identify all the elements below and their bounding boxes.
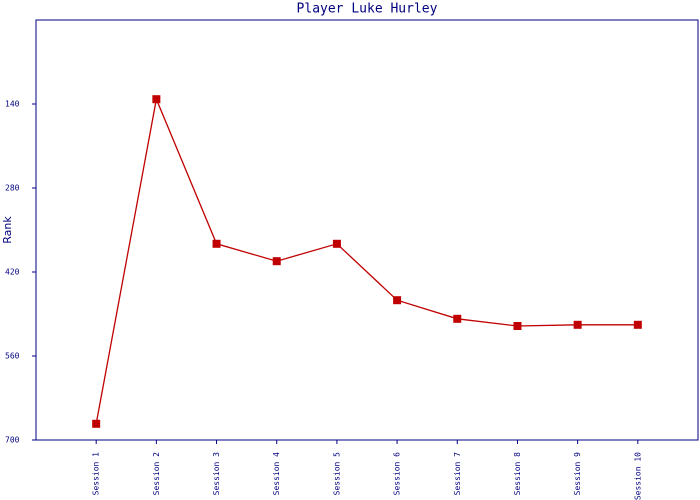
data-point — [393, 296, 402, 305]
y-tick-label: 140 — [5, 100, 20, 109]
data-point — [453, 314, 462, 323]
data-point — [212, 239, 221, 248]
y-tick-label: 280 — [5, 184, 20, 193]
x-tick-label: Session 5 — [332, 452, 341, 496]
y-axis-label: Rank — [1, 216, 14, 244]
x-tick-label: Session 2 — [152, 452, 161, 496]
plot-frame — [35, 19, 699, 441]
data-point — [152, 95, 161, 104]
x-tick-label: Session 10 — [633, 452, 642, 500]
data-point — [573, 320, 582, 329]
data-point — [633, 320, 642, 329]
data-line — [95, 96, 638, 424]
x-tick-label: Session 8 — [513, 452, 522, 496]
x-tick-label: Session 1 — [92, 452, 101, 496]
x-tick-label: Session 4 — [272, 452, 281, 496]
x-tick-label: Session 6 — [393, 452, 402, 496]
x-tick-label: Session 7 — [453, 452, 462, 496]
x-tick-label: Session 3 — [212, 452, 221, 496]
data-point — [92, 419, 101, 428]
chart-title: Player Luke Hurley — [297, 2, 438, 17]
data-point — [332, 239, 341, 248]
y-tick-label: 420 — [5, 268, 20, 277]
y-tick-label: 560 — [5, 352, 20, 361]
data-point — [272, 257, 281, 266]
y-tick-label: 700 — [5, 436, 20, 445]
data-point — [513, 322, 522, 330]
x-tick-label: Session 9 — [573, 452, 582, 496]
